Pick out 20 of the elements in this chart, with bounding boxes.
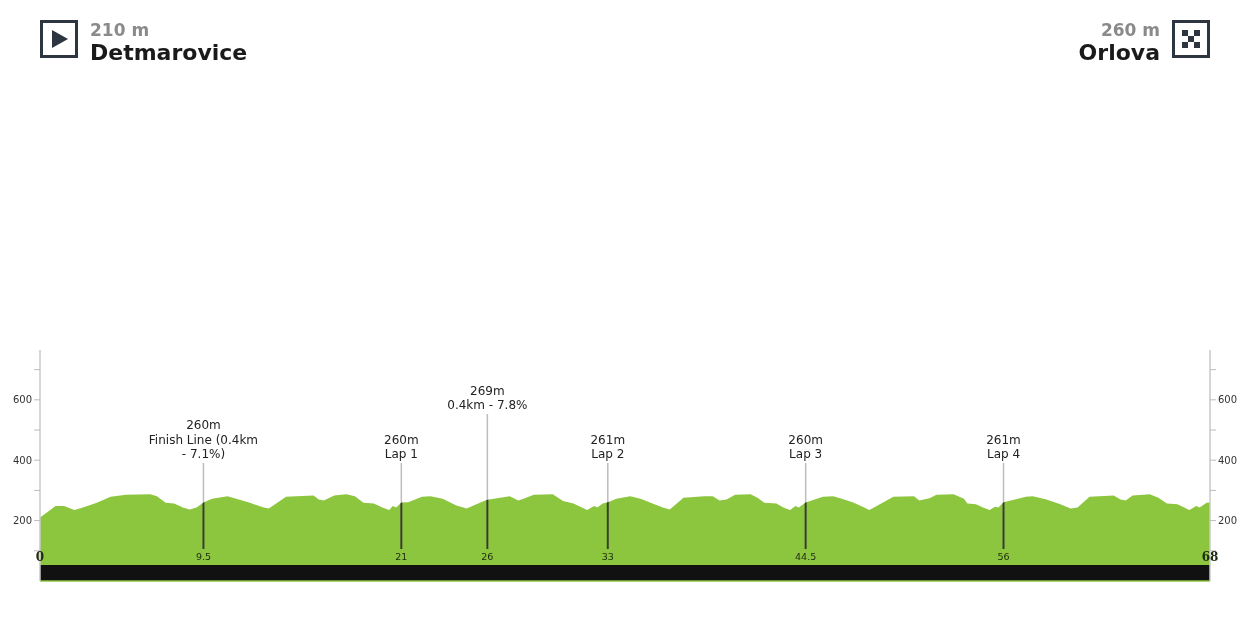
ref-line-label: 260m Lap 3: [788, 432, 823, 461]
ref-line-label: 260m Lap 1: [384, 432, 419, 461]
y-tick-label: 200: [12, 515, 32, 527]
y-tick-label: 400: [12, 454, 32, 466]
x-tick-label: 33: [601, 551, 614, 563]
ref-line-label: 261m Lap 4: [986, 432, 1021, 461]
y2-tick-label: 200: [1218, 515, 1238, 527]
y-tick-label: 600: [12, 394, 32, 406]
text: 260 m Orlova: [1078, 20, 1160, 65]
y2-tick-label: 600: [1218, 394, 1238, 406]
x-tick-label: 26: [481, 551, 494, 563]
x-tick-label: 56: [997, 551, 1010, 563]
ref-line-label: 269m 0.4km - 7.8%: [447, 383, 528, 412]
ref-line-label: 261m Lap 2: [590, 432, 626, 461]
y2-tick-label: 400: [1218, 454, 1238, 466]
x-tick-label: 44.5: [795, 551, 817, 563]
x-tick-label: 21: [395, 551, 408, 563]
text: 210 m Detmarovice: [90, 20, 248, 65]
x-tick-label: 9.5: [195, 551, 212, 563]
ref-line-label: 260m Finish Line (0.4km - 7.1%): [148, 418, 259, 461]
